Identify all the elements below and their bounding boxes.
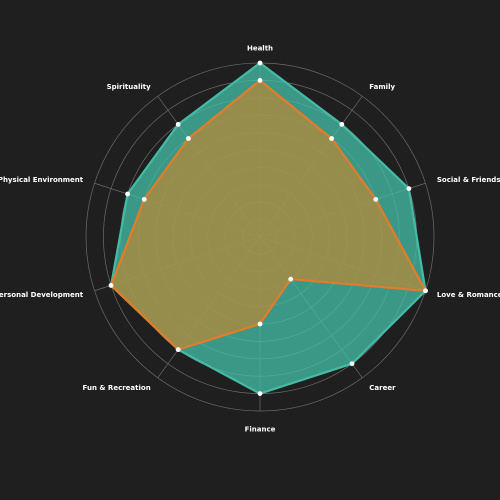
axis-label: Career: [369, 384, 396, 392]
axis-label: Social & Friends: [437, 176, 500, 184]
axis-label: Health: [247, 45, 273, 53]
series-1-point: [257, 391, 263, 396]
series-1-point: [175, 122, 181, 127]
axis-labels: Health Family Social & Friends Love & Roman…: [0, 45, 500, 434]
series-2-point: [257, 78, 263, 83]
axis-label: Personal Development: [0, 291, 84, 299]
series-2-point: [329, 136, 334, 141]
axis-label: Physical Environment: [0, 176, 84, 184]
series-2-point: [423, 288, 428, 294]
series-2-point: [288, 276, 294, 282]
series-layer: [108, 60, 428, 396]
axis-label: Love & Romance: [437, 291, 500, 299]
series-2-point: [175, 347, 181, 352]
series-1-point: [125, 191, 130, 197]
axis-label: Finance: [245, 426, 276, 434]
series-2-point: [108, 283, 114, 288]
axis-label: Fun & Recreation: [83, 384, 151, 392]
series-1-point: [349, 361, 355, 367]
series-2-point: [257, 321, 263, 327]
axis-label: Family: [369, 83, 395, 91]
axis-label: Spirituality: [107, 83, 152, 91]
series-1-point: [339, 122, 345, 127]
series-1-point: [257, 60, 263, 66]
series-2-point: [186, 136, 191, 141]
series-1-point: [406, 186, 412, 192]
series-2-point: [373, 197, 379, 202]
series-2-point: [141, 197, 147, 202]
